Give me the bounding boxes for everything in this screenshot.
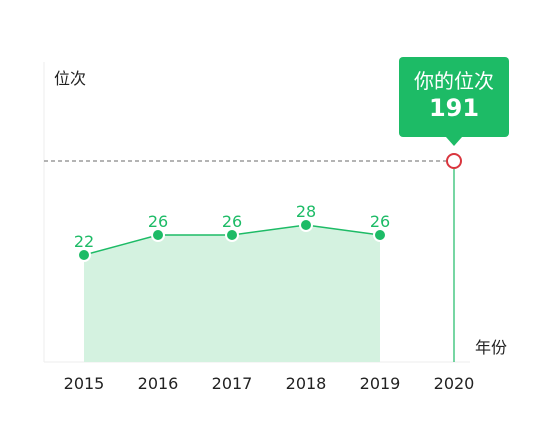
x-tick-labels: 2015 2016 2017 2018 2019 2020 xyxy=(64,374,475,393)
target-marker xyxy=(446,153,462,169)
x-tick-2018: 2018 xyxy=(286,374,327,393)
data-marks: 22 26 26 28 26 xyxy=(44,153,462,362)
data-label-2016: 26 xyxy=(148,212,168,231)
x-tick-2020: 2020 xyxy=(434,374,475,393)
x-tick-2016: 2016 xyxy=(138,374,179,393)
data-label-2018: 28 xyxy=(296,202,316,221)
rank-callout-label: 你的位次 xyxy=(414,69,494,93)
data-point-2016 xyxy=(151,228,165,242)
data-point-2018 xyxy=(299,218,313,232)
rank-callout: 你的位次 191 xyxy=(399,57,509,146)
data-label-2017: 26 xyxy=(222,212,242,231)
series-area xyxy=(84,225,380,362)
rank-callout-value: 191 xyxy=(428,94,480,122)
x-tick-2017: 2017 xyxy=(212,374,253,393)
data-point-2015 xyxy=(77,248,91,262)
x-tick-2015: 2015 xyxy=(64,374,105,393)
x-tick-2019: 2019 xyxy=(360,374,401,393)
data-label-2019: 26 xyxy=(370,212,390,231)
data-label-2015: 22 xyxy=(74,232,94,251)
data-point-2017 xyxy=(225,228,239,242)
x-axis-label: 年份 xyxy=(475,338,507,357)
y-axis-label: 位次 xyxy=(54,69,86,88)
data-point-2019 xyxy=(373,228,387,242)
